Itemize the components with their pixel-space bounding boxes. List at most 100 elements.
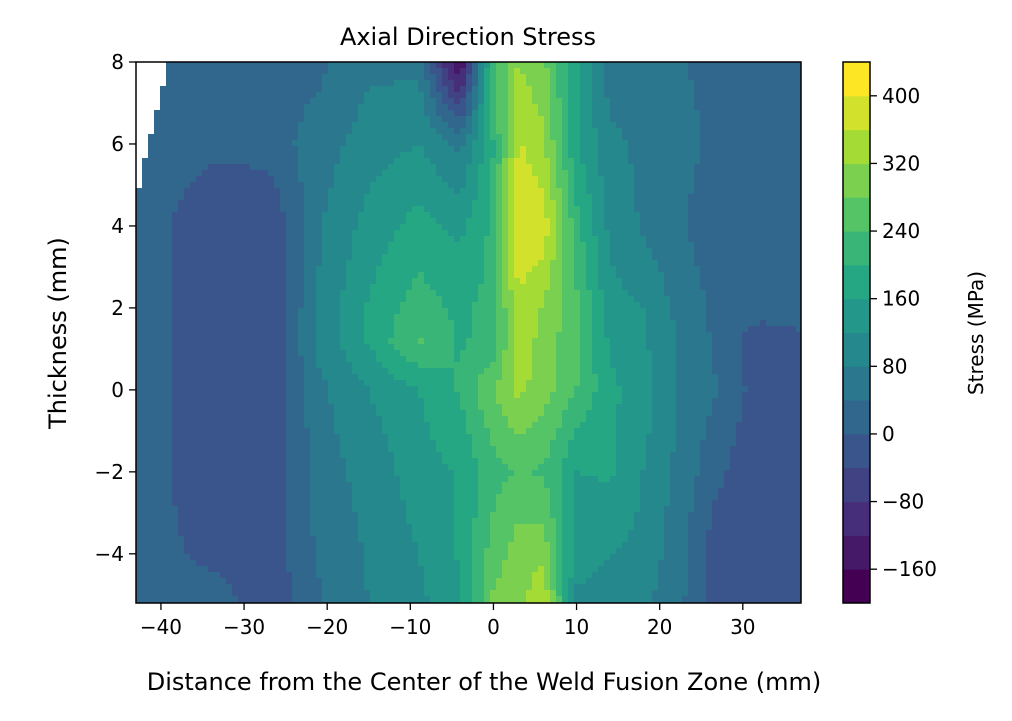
contour-cell <box>796 122 801 129</box>
contour-cell <box>154 206 161 213</box>
contour-cell <box>148 260 155 267</box>
contour-cell <box>544 290 551 297</box>
contour-cell <box>772 230 779 237</box>
contour-cell <box>196 212 203 219</box>
contour-cell <box>670 110 677 117</box>
contour-cell <box>712 140 719 147</box>
contour-cell <box>400 194 407 201</box>
contour-cell <box>670 140 677 147</box>
contour-cell <box>328 116 335 123</box>
contour-cell <box>604 182 611 189</box>
contour-cell <box>232 206 239 213</box>
contour-cell <box>502 128 509 135</box>
contour-cell <box>238 74 245 81</box>
contour-cell <box>628 182 635 189</box>
contour-cell <box>226 236 233 243</box>
contour-cell <box>796 170 801 177</box>
contour-cell <box>358 212 365 219</box>
contour-cell <box>610 152 617 159</box>
contour-cell <box>226 320 233 327</box>
contour-cell <box>358 104 365 111</box>
contour-cell <box>484 248 491 255</box>
contour-cell <box>664 194 671 201</box>
contour-cell <box>214 86 221 93</box>
contour-cell <box>544 206 551 213</box>
contour-cell <box>730 176 737 183</box>
contour-cell <box>778 140 785 147</box>
contour-cell <box>280 86 287 93</box>
contour-cell <box>250 86 257 93</box>
contour-cell <box>172 212 179 219</box>
contour-cell <box>466 236 473 243</box>
contour-cell <box>514 86 521 93</box>
contour-cell <box>346 122 353 129</box>
contour-cell <box>592 62 599 69</box>
contour-cell <box>622 98 629 105</box>
contour-cell <box>520 230 527 237</box>
contour-cell <box>304 110 311 117</box>
contour-cell <box>484 164 491 171</box>
contour-cell <box>238 68 245 75</box>
contour-cell <box>778 164 785 171</box>
contour-cell <box>532 104 539 111</box>
contour-cell <box>664 254 671 261</box>
contour-cell <box>250 278 257 285</box>
contour-cell <box>298 164 305 171</box>
contour-cell <box>610 134 617 141</box>
contour-cell <box>556 68 563 75</box>
contour-cell <box>640 74 647 81</box>
contour-cell <box>454 86 461 93</box>
contour-cell <box>610 248 617 255</box>
contour-cell <box>364 266 371 273</box>
contour-cell <box>394 200 401 207</box>
contour-cell <box>292 254 299 261</box>
contour-cell <box>544 248 551 255</box>
contour-cell <box>754 200 761 207</box>
contour-cell <box>388 188 395 195</box>
contour-cell <box>640 80 647 87</box>
contour-cell <box>436 224 443 231</box>
contour-cell <box>508 86 515 93</box>
contour-cell <box>280 326 287 333</box>
contour-cell <box>622 212 629 219</box>
contour-cell <box>658 116 665 123</box>
contour-cell <box>460 206 467 213</box>
contour-cell <box>658 176 665 183</box>
contour-cell <box>358 266 365 273</box>
contour-cell <box>676 272 683 279</box>
contour-cell <box>298 206 305 213</box>
contour-cell <box>592 212 599 219</box>
contour-cell <box>226 242 233 249</box>
contour-cell <box>706 302 713 309</box>
contour-cell <box>736 308 743 315</box>
contour-cell <box>682 140 689 147</box>
contour-cell <box>292 110 299 117</box>
contour-cell <box>694 260 701 267</box>
contour-cell <box>412 140 419 147</box>
contour-cell <box>556 296 563 303</box>
contour-cell <box>790 188 797 195</box>
contour-cell <box>328 326 335 333</box>
contour-cell <box>724 128 731 135</box>
contour-cell <box>424 326 431 333</box>
contour-cell <box>496 134 503 141</box>
contour-cell <box>490 248 497 255</box>
contour-cell <box>460 182 467 189</box>
contour-cell <box>148 206 155 213</box>
contour-cell <box>322 152 329 159</box>
contour-cell <box>328 266 335 273</box>
contour-cell <box>508 308 515 315</box>
contour-cell <box>700 188 707 195</box>
contour-cell <box>352 98 359 105</box>
contour-cell <box>676 242 683 249</box>
contour-cell <box>334 176 341 183</box>
contour-cell <box>466 272 473 279</box>
contour-cell <box>208 266 215 273</box>
contour-cell <box>250 74 257 81</box>
contour-cell <box>304 80 311 87</box>
contour-cell <box>706 266 713 273</box>
contour-cell <box>214 326 221 333</box>
contour-cell <box>442 146 449 153</box>
contour-cell <box>634 284 641 291</box>
contour-cell <box>418 68 425 75</box>
